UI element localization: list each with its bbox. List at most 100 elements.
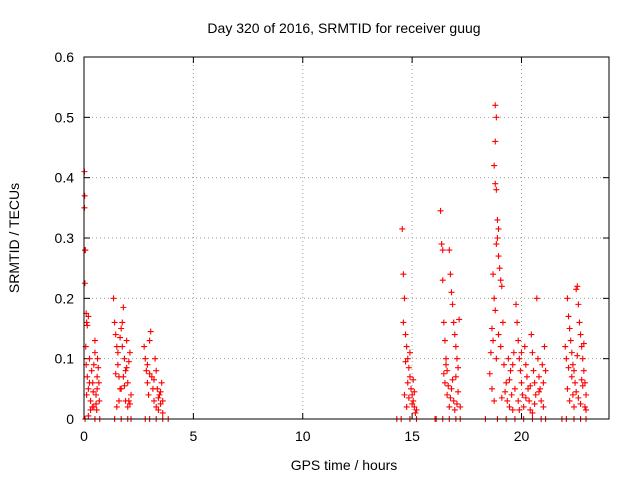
data-point (536, 388, 542, 395)
data-point (511, 385, 518, 392)
data-point (453, 355, 460, 362)
data-point (579, 355, 586, 362)
x-tick-label: 15 (404, 428, 420, 444)
data-point (516, 406, 523, 413)
data-point (409, 391, 416, 398)
y-tick-labels: 0 0.1 0.2 0.3 0.4 0.5 0.6 (55, 49, 75, 427)
data-point (93, 391, 100, 398)
data-point (85, 412, 92, 419)
data-point (142, 355, 149, 362)
data-point (574, 352, 581, 359)
data-point (159, 397, 166, 404)
y-tick-label: 0.6 (55, 49, 75, 65)
data-point (445, 382, 452, 389)
data-point (541, 343, 548, 350)
data-point (119, 319, 126, 326)
y-tick-label: 0.1 (55, 351, 75, 367)
data-point (455, 388, 462, 395)
data-point (565, 313, 572, 320)
data-point (540, 379, 547, 386)
data-point (506, 376, 513, 383)
data-point (565, 364, 572, 371)
data-point (411, 388, 418, 395)
data-point (448, 289, 455, 296)
data-point (145, 391, 152, 398)
data-point (578, 343, 585, 350)
data-point (451, 406, 458, 413)
data-point (85, 385, 92, 392)
data-point (117, 334, 124, 341)
data-point (449, 376, 456, 383)
data-point (564, 385, 571, 392)
data-point (409, 400, 416, 407)
data-point (146, 370, 153, 377)
data-point (452, 373, 459, 380)
data-point (148, 373, 155, 380)
data-point (450, 319, 457, 326)
data-point (528, 331, 535, 338)
data-point (510, 349, 517, 356)
data-point (88, 367, 95, 374)
data-point (90, 388, 97, 395)
data-point (492, 180, 499, 187)
plot-frame (83, 56, 610, 420)
data-point (569, 361, 576, 368)
data-point (491, 397, 498, 404)
data-point (90, 361, 97, 368)
data-point (539, 361, 546, 368)
data-point (86, 379, 93, 386)
data-point (450, 397, 457, 404)
data-point (516, 355, 523, 362)
data-point (443, 361, 450, 368)
data-point (408, 385, 415, 392)
data-point (491, 162, 498, 169)
data-point (89, 403, 96, 410)
data-point (151, 376, 157, 383)
data-point (452, 343, 459, 350)
data-point (151, 397, 157, 404)
data-point (143, 367, 150, 374)
data-point (537, 385, 544, 392)
data-point (493, 186, 500, 193)
data-point (498, 283, 505, 290)
data-point (542, 367, 549, 374)
data-point (86, 355, 93, 362)
data-point (499, 319, 506, 326)
data-point (495, 331, 502, 338)
grid (84, 57, 609, 419)
data-point (525, 385, 532, 392)
data-point (399, 225, 406, 232)
data-point (577, 331, 584, 338)
data-point (401, 295, 408, 302)
data-point (536, 373, 542, 380)
data-point (564, 295, 571, 302)
data-point (121, 355, 128, 362)
data-point (87, 397, 94, 404)
data-point (526, 397, 533, 404)
data-point (85, 313, 92, 320)
data-point (155, 394, 162, 401)
data-point (540, 403, 547, 410)
data-point (581, 403, 588, 410)
data-point (410, 397, 417, 404)
data-point (580, 367, 587, 374)
data-point (529, 409, 536, 416)
data-point (533, 295, 540, 302)
data-point (400, 271, 407, 278)
data-point (91, 337, 98, 344)
data-point (144, 379, 151, 386)
data-point (566, 325, 573, 332)
data-point (578, 376, 585, 383)
data-point (455, 364, 462, 371)
data-point (410, 376, 417, 383)
data-point (401, 391, 408, 398)
data-point (438, 241, 445, 248)
y-tick-label: 0.3 (55, 230, 75, 246)
data-point (402, 331, 409, 338)
y-tick-label: 0.4 (55, 170, 75, 186)
y-axis-label: SRMTID / TECUs (6, 183, 22, 293)
data-point (93, 400, 100, 407)
data-point (457, 403, 464, 410)
data-point (118, 385, 125, 392)
data-points (81, 102, 590, 422)
